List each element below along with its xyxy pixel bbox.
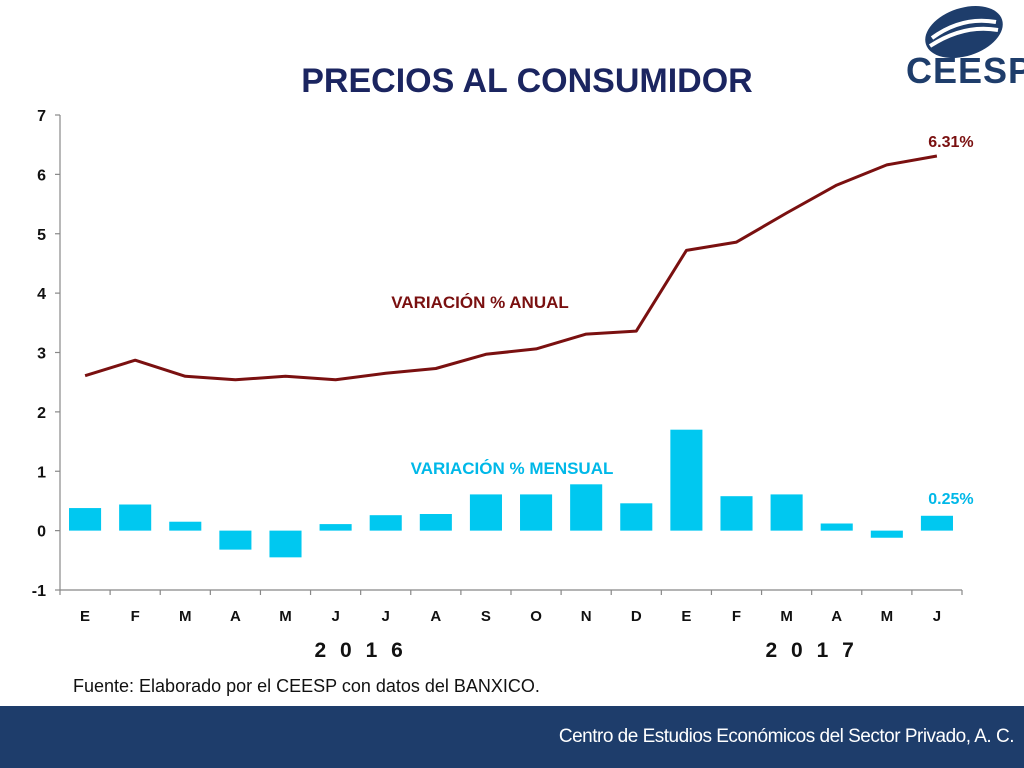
y-tick-label: 5 — [37, 227, 46, 244]
monthly-bar — [520, 494, 553, 531]
chart-axes: -1 0 1 2 3 4 5 6 7 E F M A M J J A S O N D E F M A M J 2 0 1 6 2 0 1… — [32, 108, 963, 662]
x-tick-label: J — [382, 608, 390, 625]
y-tick-label: 1 — [37, 464, 46, 481]
annual-line-path — [84, 154, 938, 382]
page-title: PRECIOS AL CONSUMIDOR — [301, 62, 753, 100]
x-tick-label: A — [430, 608, 441, 625]
monthly-bar — [419, 514, 452, 531]
annual-end-label: 6.31% — [928, 134, 973, 151]
monthly-series-label: VARIACIÓN % MENSUAL — [411, 459, 614, 478]
monthly-bar — [219, 530, 252, 550]
monthly-bar — [469, 494, 502, 531]
x-tick-label: N — [581, 608, 592, 625]
x-tick-label: M — [179, 608, 192, 625]
monthly-bar — [770, 494, 803, 531]
monthly-bar — [570, 484, 603, 531]
price-chart: -1 0 1 2 3 4 5 6 7 E F M A M J J A S O N D E F M A M J 2 0 1 6 2 0 1… — [32, 108, 974, 662]
monthly-bar — [319, 524, 352, 531]
y-tick-label: 3 — [37, 346, 46, 363]
footer-bar: Centro de Estudios Económicos del Sector… — [0, 706, 1024, 768]
x-tick-label: F — [131, 608, 140, 625]
year-label: 2 0 1 6 — [315, 639, 407, 662]
annual-series-label: VARIACIÓN % ANUAL — [391, 293, 569, 312]
x-tick-label: J — [331, 608, 339, 625]
y-tick-label: 7 — [37, 108, 46, 125]
y-tick-label: 0 — [37, 524, 46, 541]
monthly-bars — [69, 429, 953, 558]
y-tick-label: 4 — [37, 286, 46, 303]
x-tick-label: F — [732, 608, 741, 625]
x-tick-label: M — [279, 608, 292, 625]
logo-text: CEESP — [906, 50, 1024, 91]
y-tick-label: -1 — [32, 583, 46, 600]
monthly-bar — [119, 504, 152, 531]
monthly-bar — [69, 508, 102, 531]
x-tick-label: A — [831, 608, 842, 625]
x-tick-label: J — [933, 608, 941, 625]
x-tick-label: M — [780, 608, 793, 625]
ceesp-logo-icon — [925, 6, 1003, 58]
monthly-bar — [920, 515, 953, 531]
x-tick-label: O — [530, 608, 542, 625]
y-tick-label: 6 — [37, 167, 46, 184]
monthly-end-label: 0.25% — [928, 491, 973, 508]
x-tick-label: E — [681, 608, 691, 625]
x-tick-label: D — [631, 608, 642, 625]
x-tick-label: E — [80, 608, 90, 625]
monthly-bar — [720, 496, 753, 531]
x-tick-label: S — [481, 608, 491, 625]
source-note: Fuente: Elaborado por el CEESP con datos… — [73, 676, 540, 696]
year-label: 2 0 1 7 — [766, 639, 858, 662]
footer-text: Centro de Estudios Económicos del Sector… — [558, 726, 1015, 747]
chart-labels: VARIACIÓN % ANUAL VARIACIÓN % MENSUAL 6.31… — [391, 134, 973, 508]
x-tick-label: A — [230, 608, 241, 625]
monthly-bar — [169, 521, 202, 531]
monthly-bar — [820, 523, 853, 531]
y-tick-label: 2 — [37, 405, 46, 422]
x-tick-label: M — [881, 608, 894, 625]
monthly-bar — [870, 530, 903, 538]
monthly-bar — [369, 515, 402, 531]
monthly-bar — [269, 530, 302, 558]
monthly-bar — [620, 503, 653, 531]
annual-line — [84, 154, 938, 382]
monthly-bar — [670, 429, 703, 531]
